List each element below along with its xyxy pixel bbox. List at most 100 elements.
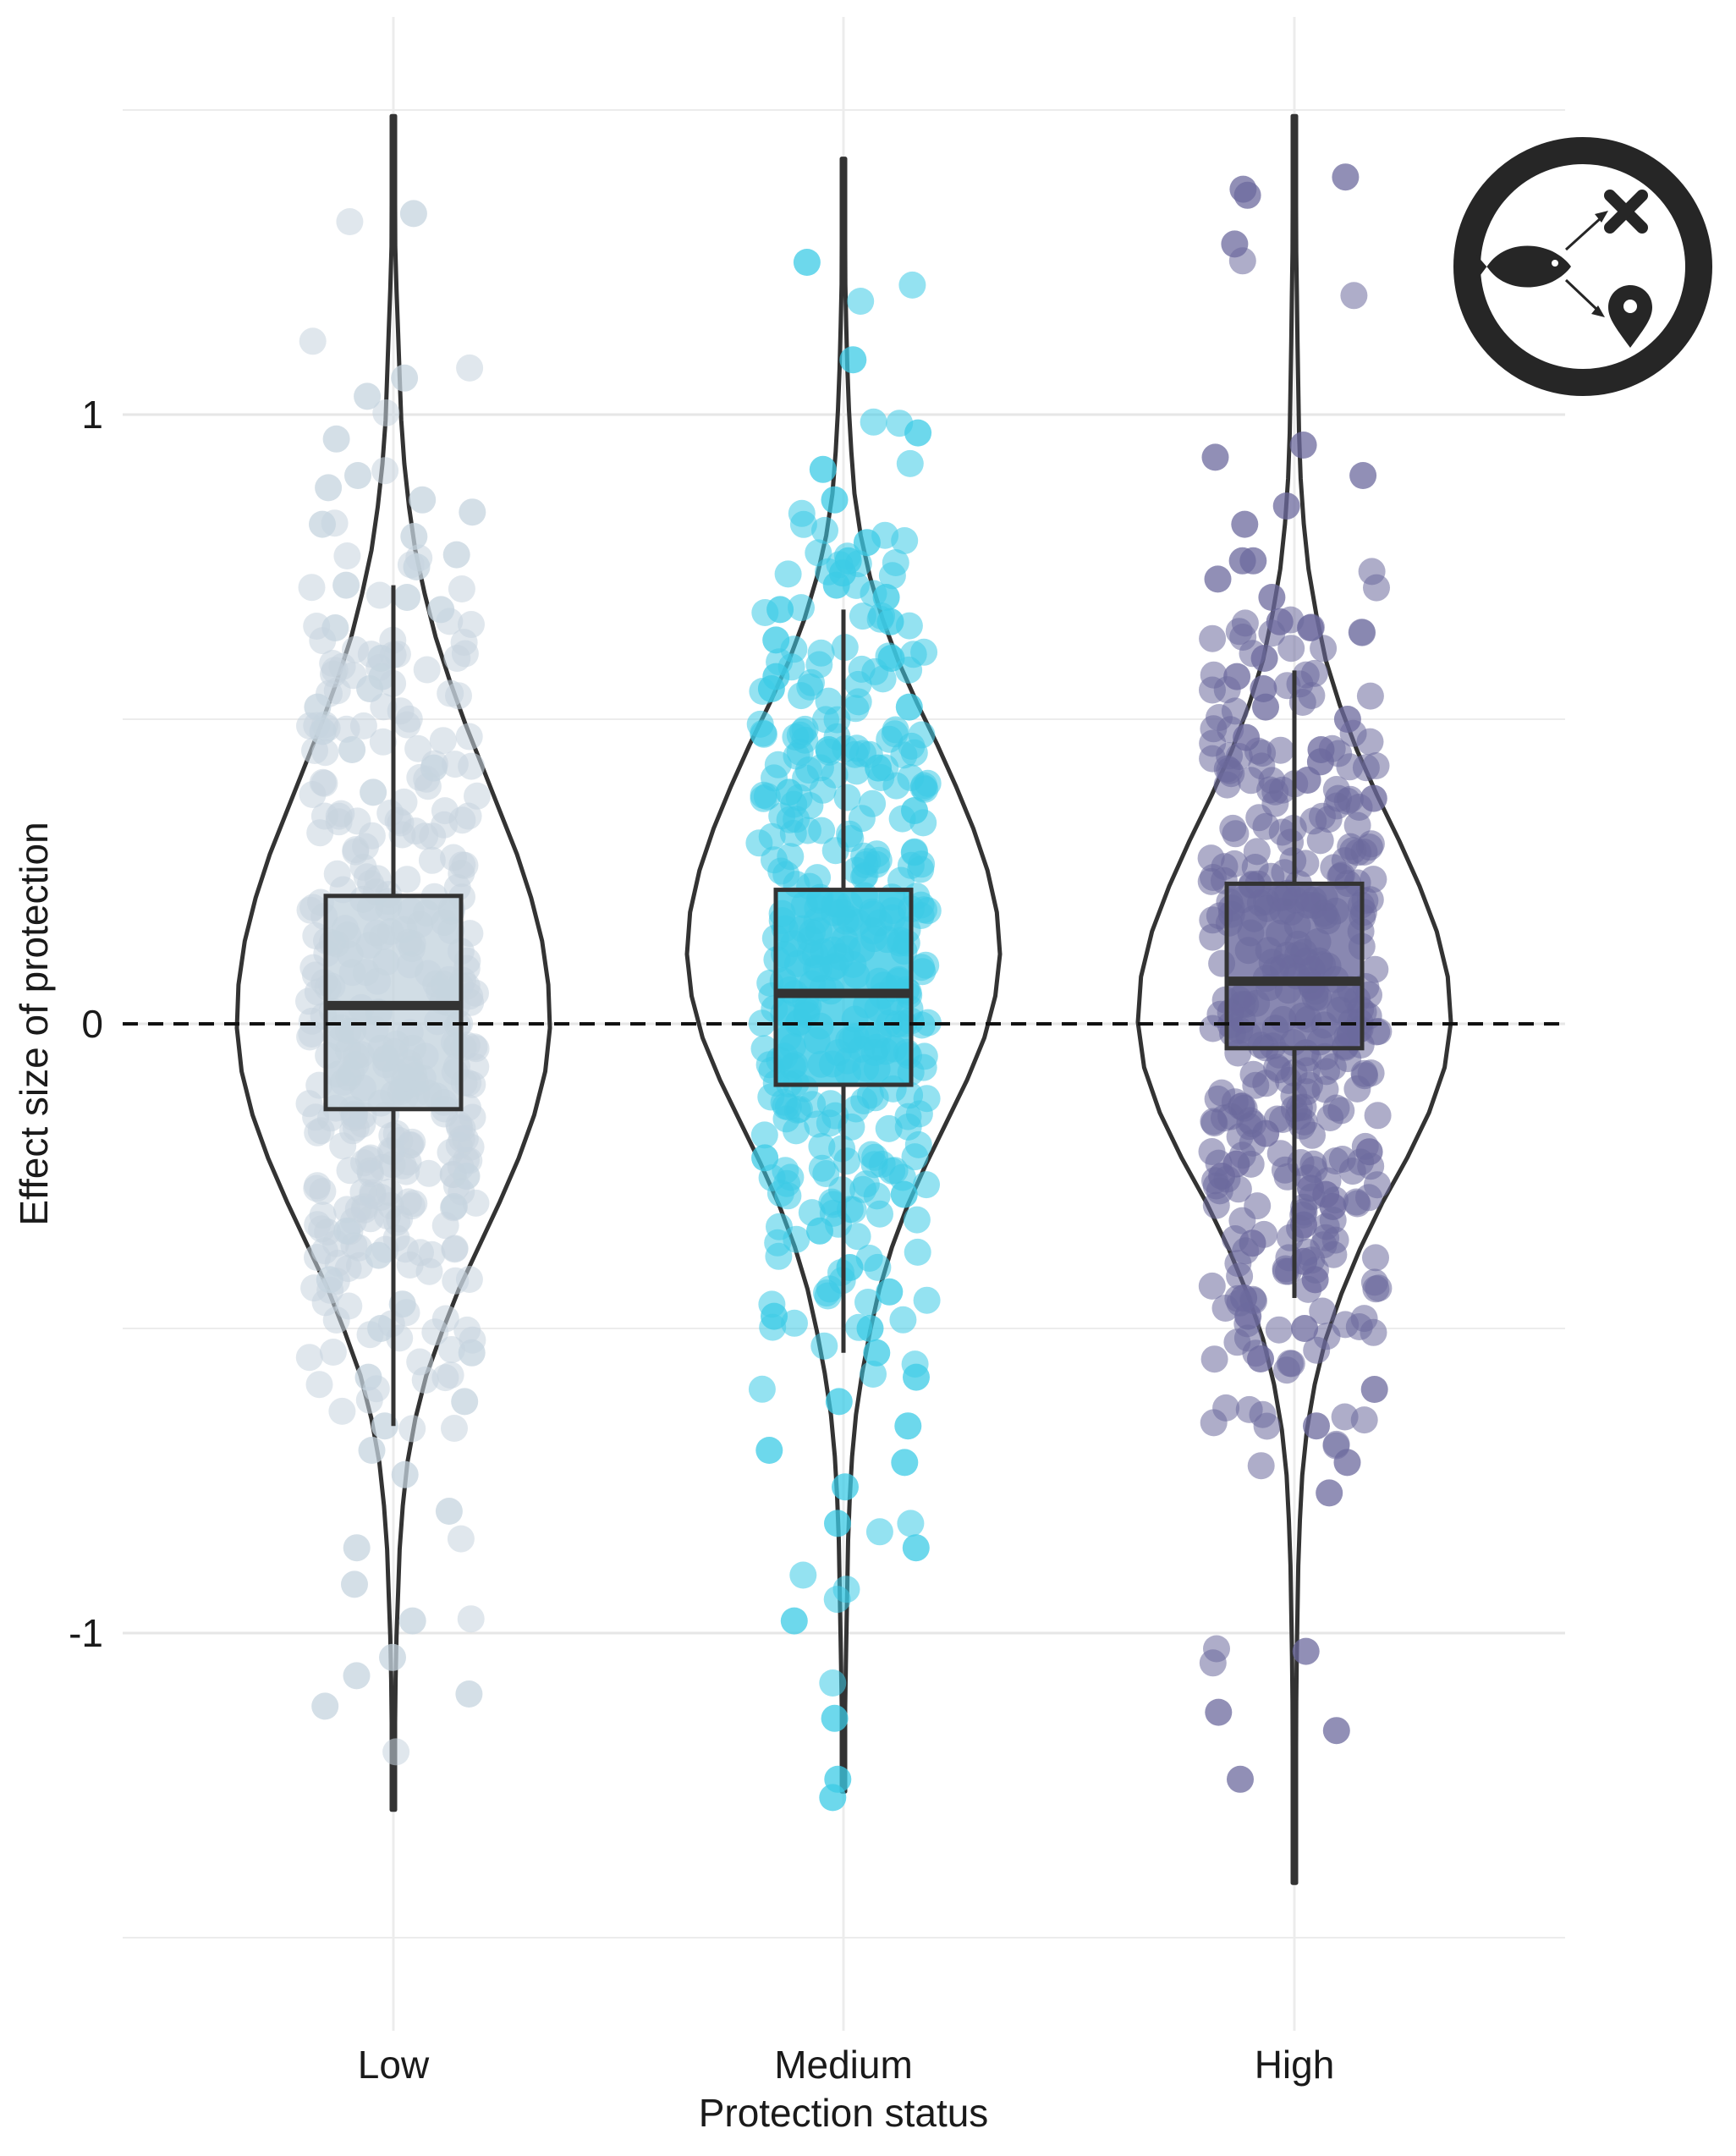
jitter-point-medium: [905, 1100, 933, 1128]
tail-point-medium: [865, 754, 893, 782]
jitter-point-high: [1247, 1452, 1275, 1480]
tail-point-high: [1355, 1138, 1383, 1166]
tail-point-high: [1349, 462, 1377, 489]
jitter-point-high: [1276, 1350, 1304, 1378]
tail-point-low: [338, 736, 366, 763]
tail-point-high: [1297, 614, 1324, 641]
jitter-point-medium: [878, 1157, 906, 1185]
tail-point-medium: [780, 1607, 808, 1635]
jitter-point-low: [441, 751, 469, 778]
jitter-point-medium: [904, 1238, 931, 1266]
tail-point-low: [311, 1692, 339, 1720]
jitter-point-high: [1328, 1146, 1356, 1173]
tail-point-low: [398, 1607, 426, 1635]
tail-point-low: [379, 1643, 406, 1671]
tail-point-low: [343, 1534, 371, 1562]
jitter-point-medium: [898, 271, 926, 299]
tail-point-high: [1289, 432, 1317, 459]
jitter-point-high: [1350, 1059, 1378, 1087]
tail-point-low: [393, 584, 421, 611]
tail-point-medium: [751, 1144, 779, 1172]
jitter-point-low: [323, 860, 351, 888]
jitter-point-medium: [911, 775, 939, 803]
jitter-point-high: [1217, 760, 1245, 788]
jitter-point-medium: [900, 839, 928, 866]
jitter-point-low: [448, 575, 475, 602]
tail-point-low: [315, 474, 343, 502]
jitter-point-low: [295, 1344, 323, 1372]
tail-point-medium: [757, 675, 785, 702]
jitter-point-medium: [832, 1576, 860, 1603]
jitter-point-low: [365, 581, 393, 609]
tail-point-medium: [890, 1180, 918, 1208]
tail-point-medium: [766, 596, 794, 624]
jitter-point-high: [1300, 659, 1328, 687]
tail-point-high: [1292, 1637, 1320, 1665]
jitter-point-medium: [844, 688, 872, 716]
jitter-point-low: [456, 354, 484, 382]
tail-point-high: [1290, 1211, 1317, 1239]
tail-point-high: [1233, 181, 1261, 209]
tail-point-high: [1360, 1376, 1388, 1403]
tail-point-high: [1250, 645, 1278, 672]
jitter-point-high: [1265, 1316, 1293, 1344]
jitter-point-low: [305, 1371, 333, 1399]
jitter-point-low: [398, 1415, 426, 1443]
tail-point-medium: [821, 486, 849, 514]
y-tick-label: 1: [81, 393, 103, 437]
tail-point-low: [354, 1363, 382, 1391]
jitter-point-high: [1222, 820, 1250, 848]
tail-point-medium: [863, 1339, 891, 1367]
jitter-point-high: [1199, 1649, 1227, 1677]
jitter-point-medium: [891, 527, 919, 554]
x-axis-title: Protection status: [699, 2091, 989, 2135]
x-tick-label-low: Low: [358, 2043, 430, 2087]
tail-point-medium: [819, 1784, 847, 1812]
tail-point-high: [1333, 1449, 1361, 1477]
box-high: [1224, 881, 1365, 1051]
tail-point-high: [1223, 663, 1251, 690]
jitter-point-high: [1348, 619, 1376, 646]
jitter-point-medium: [889, 1306, 917, 1334]
jitter-point-medium: [896, 449, 924, 477]
tail-point-low: [427, 596, 455, 624]
tail-point-high: [1204, 565, 1232, 593]
tail-point-medium: [832, 1473, 859, 1501]
jitter-point-medium: [776, 806, 804, 833]
tail-point-medium: [815, 736, 843, 763]
tail-point-high: [1221, 230, 1249, 258]
tail-point-medium: [895, 693, 923, 721]
jitter-point-medium: [899, 641, 927, 668]
jitter-point-medium: [833, 1147, 861, 1175]
jitter-point-low: [339, 1117, 366, 1145]
tail-point-low: [400, 523, 428, 550]
jitter-point-high: [1309, 802, 1336, 830]
jitter-point-low: [335, 1292, 363, 1320]
tail-point-medium: [762, 626, 790, 654]
jitter-point-low: [437, 679, 464, 707]
jitter-point-medium: [748, 1375, 776, 1403]
tail-point-low: [358, 1437, 386, 1464]
jitter-point-high: [1277, 635, 1305, 663]
jitter-point-low: [349, 1178, 377, 1206]
tail-point-low: [344, 462, 371, 489]
jitter-point-high: [1356, 682, 1384, 710]
tail-point-high: [1303, 1412, 1330, 1440]
jitter-point-medium: [854, 1289, 882, 1316]
jitter-point-low: [442, 1267, 470, 1295]
jitter-point-high: [1233, 1324, 1261, 1352]
jitter-point-low: [299, 327, 327, 355]
tail-point-high: [1228, 547, 1256, 575]
jitter-point-low: [384, 806, 412, 834]
tail-point-low: [409, 486, 437, 514]
tail-point-medium: [806, 1217, 833, 1245]
jitter-point-low: [342, 838, 370, 866]
tail-point-low: [403, 553, 431, 580]
jitter-point-low: [319, 650, 347, 677]
jitter-point-low: [355, 1386, 383, 1414]
jitter-point-medium: [810, 1332, 838, 1360]
tail-point-low: [391, 1460, 419, 1488]
tail-point-high: [1234, 1302, 1262, 1330]
